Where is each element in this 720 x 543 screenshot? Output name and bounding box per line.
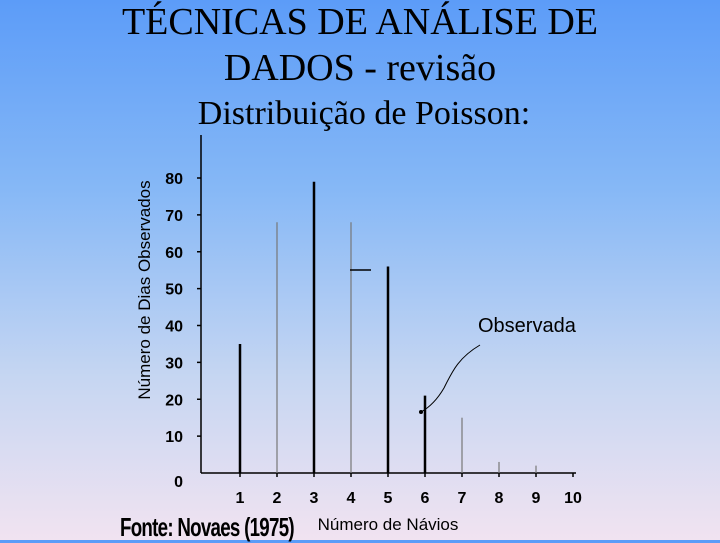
y-tick-label: 30 bbox=[165, 355, 183, 372]
annotation-arrow-head bbox=[419, 410, 423, 414]
x-tick-label: 1 bbox=[236, 490, 245, 507]
annotation-label: Observada bbox=[478, 315, 577, 337]
y-tick-label: 70 bbox=[165, 208, 183, 225]
x-tick-label: 2 bbox=[273, 490, 282, 507]
x-tick-label: 9 bbox=[532, 490, 541, 507]
x-tick-label: 5 bbox=[384, 490, 393, 507]
x-tick-label: 8 bbox=[495, 490, 504, 507]
chart-subtitle: Distribuição de Poisson: bbox=[197, 95, 531, 132]
y-tick-label: 50 bbox=[165, 282, 183, 299]
title-line-1: TÉCNICAS DE ANÁLISE DE bbox=[121, 1, 599, 43]
x-axis-label: Número de Návios bbox=[318, 515, 459, 534]
x-tick-label: 3 bbox=[310, 490, 319, 507]
y-axis-label: Número de Dias Observados bbox=[135, 180, 154, 399]
x-tick-label: 4 bbox=[347, 490, 356, 507]
annotation-arrow bbox=[420, 344, 481, 413]
y-tick-label: 80 bbox=[165, 171, 183, 188]
x-tick-label: 10 bbox=[564, 490, 582, 507]
y-tick-label: 40 bbox=[165, 319, 183, 336]
source-citation: Fonte: Novaes (1975) bbox=[120, 512, 295, 542]
y-tick-label: 20 bbox=[165, 392, 183, 409]
x-tick-label: 7 bbox=[458, 490, 467, 507]
y-tick-label: 60 bbox=[165, 245, 183, 262]
y-tick-label: 0 bbox=[174, 474, 183, 491]
x-tick-label: 6 bbox=[421, 490, 430, 507]
y-tick-label: 10 bbox=[165, 429, 183, 446]
title-line-2: DADOS - revisão bbox=[223, 47, 497, 89]
